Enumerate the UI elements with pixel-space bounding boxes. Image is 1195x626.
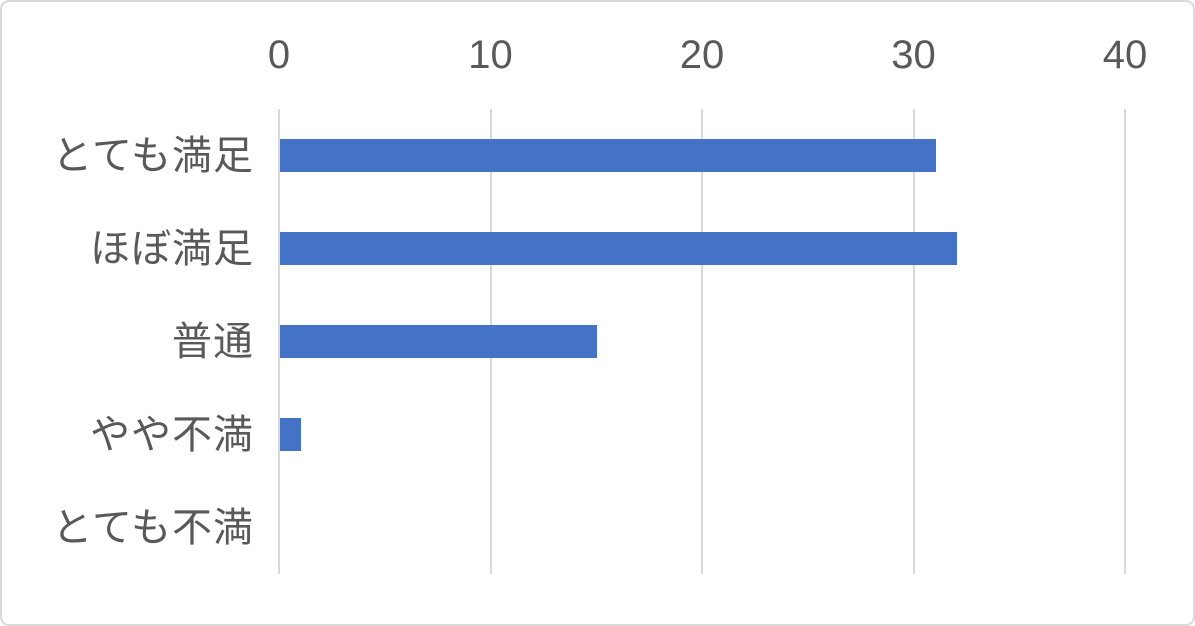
gridline — [701, 109, 703, 574]
bar — [280, 232, 957, 265]
category-label: やや不満 — [90, 412, 254, 457]
gridline — [1124, 109, 1126, 574]
bar — [280, 139, 936, 172]
bar — [280, 325, 597, 358]
category-label: とても不満 — [52, 505, 254, 550]
x-axis-tick-label: 20 — [679, 33, 725, 77]
x-axis-tick-label: 30 — [891, 33, 936, 77]
category-label: とても満足 — [52, 133, 254, 178]
bar — [280, 418, 301, 451]
gridline — [278, 109, 280, 574]
x-axis-tick-label: 40 — [1102, 33, 1148, 77]
x-axis-tick-label: 10 — [468, 33, 513, 77]
gridline — [912, 109, 915, 574]
x-axis-tick-label: 0 — [267, 33, 291, 77]
category-label: ほぼ満足 — [90, 226, 254, 271]
category-label: 普通 — [172, 319, 254, 364]
